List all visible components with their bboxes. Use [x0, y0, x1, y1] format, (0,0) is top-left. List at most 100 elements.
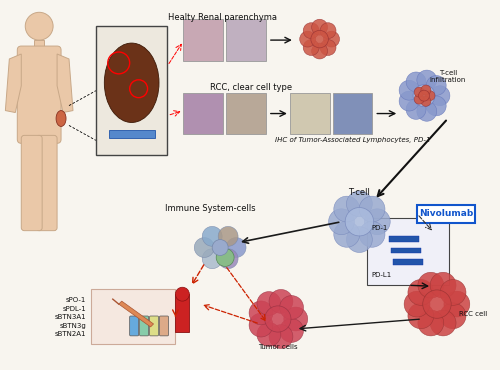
Circle shape — [345, 208, 374, 236]
Circle shape — [413, 85, 435, 107]
Polygon shape — [6, 54, 22, 112]
Circle shape — [303, 23, 319, 38]
Circle shape — [426, 75, 446, 95]
Circle shape — [418, 310, 444, 336]
FancyBboxPatch shape — [368, 218, 449, 285]
Circle shape — [430, 272, 456, 298]
Circle shape — [417, 101, 436, 121]
FancyBboxPatch shape — [140, 316, 148, 336]
Circle shape — [334, 196, 359, 222]
Polygon shape — [118, 301, 154, 327]
Text: Healty Renal parenchyma: Healty Renal parenchyma — [168, 13, 276, 22]
FancyBboxPatch shape — [226, 19, 266, 61]
FancyBboxPatch shape — [389, 236, 419, 242]
Circle shape — [440, 279, 466, 305]
Circle shape — [408, 303, 434, 329]
Circle shape — [257, 323, 281, 346]
Ellipse shape — [104, 43, 159, 122]
Circle shape — [176, 287, 190, 301]
Circle shape — [26, 12, 53, 40]
Circle shape — [418, 90, 430, 101]
Circle shape — [359, 222, 385, 247]
Circle shape — [226, 238, 246, 258]
Circle shape — [359, 196, 385, 222]
Circle shape — [324, 31, 340, 47]
Circle shape — [328, 209, 354, 235]
Circle shape — [414, 94, 424, 104]
Text: PD-1: PD-1 — [372, 225, 388, 231]
FancyBboxPatch shape — [36, 135, 57, 231]
Circle shape — [194, 238, 214, 258]
FancyBboxPatch shape — [332, 93, 372, 134]
Circle shape — [311, 30, 328, 48]
Text: Immune System-cells: Immune System-cells — [165, 204, 256, 213]
Circle shape — [280, 296, 303, 319]
Circle shape — [249, 313, 273, 337]
Circle shape — [334, 222, 359, 247]
Circle shape — [300, 31, 316, 47]
Text: PD-L1: PD-L1 — [372, 272, 392, 278]
Circle shape — [202, 226, 222, 246]
FancyBboxPatch shape — [160, 316, 168, 336]
Circle shape — [269, 324, 293, 349]
Text: Tumor cells: Tumor cells — [258, 344, 298, 350]
Circle shape — [440, 303, 466, 329]
FancyBboxPatch shape — [91, 289, 176, 344]
Circle shape — [430, 310, 456, 336]
Circle shape — [421, 85, 431, 95]
Circle shape — [202, 249, 222, 269]
Circle shape — [320, 40, 336, 55]
FancyBboxPatch shape — [391, 248, 421, 253]
Circle shape — [346, 191, 372, 217]
FancyBboxPatch shape — [18, 46, 61, 143]
Circle shape — [408, 279, 434, 305]
Circle shape — [444, 291, 470, 317]
FancyBboxPatch shape — [226, 93, 266, 134]
Circle shape — [218, 249, 238, 269]
Circle shape — [312, 19, 328, 35]
Circle shape — [406, 72, 426, 92]
Circle shape — [346, 227, 372, 252]
FancyBboxPatch shape — [184, 19, 223, 61]
Circle shape — [212, 240, 228, 255]
Circle shape — [399, 80, 419, 100]
Circle shape — [249, 301, 273, 325]
Circle shape — [218, 226, 238, 246]
Circle shape — [417, 70, 436, 90]
FancyBboxPatch shape — [109, 130, 154, 138]
FancyBboxPatch shape — [130, 316, 138, 336]
FancyBboxPatch shape — [96, 26, 168, 155]
FancyBboxPatch shape — [34, 40, 44, 50]
Circle shape — [425, 91, 435, 101]
Text: T-cell
infiltration: T-cell infiltration — [430, 70, 466, 83]
FancyBboxPatch shape — [417, 205, 474, 223]
Circle shape — [264, 306, 291, 332]
Text: IHC of Tumor-Associated Lymphocytes, PD-1: IHC of Tumor-Associated Lymphocytes, PD-… — [274, 137, 430, 144]
Circle shape — [426, 96, 446, 116]
Circle shape — [303, 40, 319, 55]
Circle shape — [422, 290, 451, 318]
Circle shape — [414, 87, 424, 97]
FancyBboxPatch shape — [150, 316, 158, 336]
Circle shape — [284, 307, 308, 331]
Circle shape — [430, 86, 450, 105]
Text: Nivolumab: Nivolumab — [419, 209, 473, 218]
Circle shape — [418, 272, 444, 298]
Circle shape — [280, 319, 303, 342]
Circle shape — [312, 43, 328, 59]
Circle shape — [257, 292, 281, 315]
Circle shape — [399, 91, 419, 111]
FancyBboxPatch shape — [176, 294, 190, 332]
Polygon shape — [57, 54, 73, 112]
FancyBboxPatch shape — [184, 93, 223, 134]
Text: sPO-1
sPDL-1
sBTN3A1
sBTN3g
sBTN2A1: sPO-1 sPDL-1 sBTN3A1 sBTN3g sBTN2A1 — [54, 297, 86, 337]
Circle shape — [421, 96, 431, 106]
Text: RCC cell: RCC cell — [459, 311, 487, 317]
FancyBboxPatch shape — [290, 93, 330, 134]
Text: T-cell: T-cell — [348, 188, 370, 197]
Text: RCC, clear cell type: RCC, clear cell type — [210, 83, 292, 92]
Circle shape — [269, 289, 293, 313]
Circle shape — [404, 291, 430, 317]
Ellipse shape — [56, 111, 66, 127]
FancyBboxPatch shape — [393, 259, 423, 265]
